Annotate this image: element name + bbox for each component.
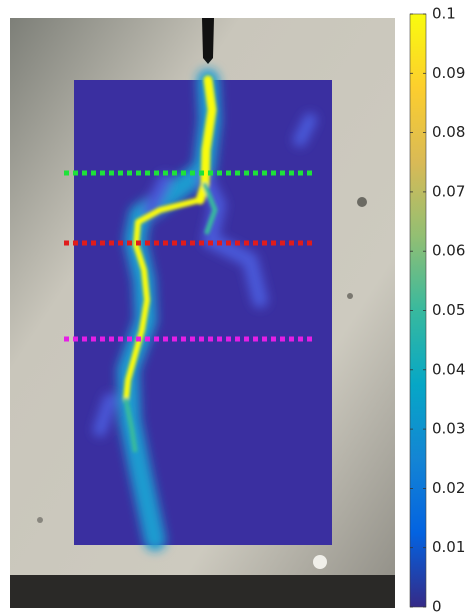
colorbar-tick-label: 0.02 — [432, 479, 465, 497]
strain-field — [74, 69, 332, 551]
colorbar-tick-label: 0.04 — [432, 360, 465, 378]
colorbar-tick-label: 0.03 — [432, 420, 465, 438]
colorbar-tick-label: 0.1 — [432, 5, 456, 23]
colorbar-tick-label: 0.05 — [432, 301, 465, 319]
colorbar-tick-label: 0.08 — [432, 123, 465, 141]
colorbar-tick-label: 0.09 — [432, 64, 465, 82]
colorbar-tick-label: 0.06 — [432, 242, 465, 260]
colorbar-tick-label: 0.01 — [432, 538, 465, 556]
colorbar-tick-label: 0.07 — [432, 182, 465, 200]
colorbar-tick-label: 0 — [432, 598, 442, 616]
